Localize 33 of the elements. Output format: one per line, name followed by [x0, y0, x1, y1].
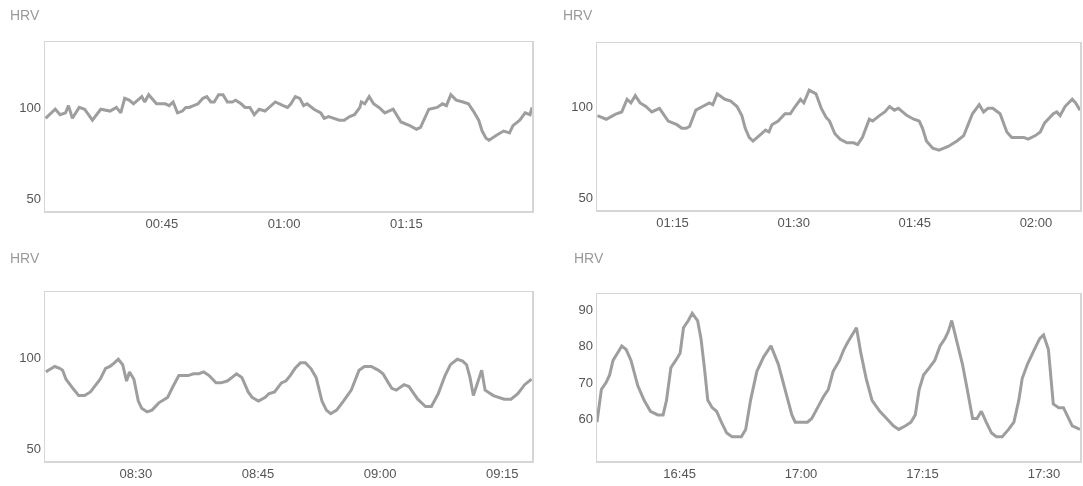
x-tick-label: 02:00	[1019, 215, 1053, 231]
x-tick-label: 08:45	[241, 466, 275, 482]
x-tick-label: 16:45	[663, 466, 696, 482]
y-tick-label: 70	[578, 374, 593, 390]
x-tick-label: 17:30	[1027, 466, 1061, 482]
line-series	[45, 93, 532, 142]
x-tick-label: 01:15	[656, 215, 689, 231]
y-tick-label: 100	[19, 99, 41, 115]
chart-title: HRV	[563, 6, 593, 23]
chart-title: HRV	[574, 249, 604, 266]
x-tick-label: 00:45	[145, 216, 179, 232]
line-series	[597, 88, 1080, 152]
x-tick-label: 09:15	[485, 466, 519, 482]
x-tick-label: 01:45	[898, 215, 932, 231]
y-tick-label: 90	[578, 302, 593, 318]
x-tick-label: 01:30	[777, 215, 810, 231]
x-tick-label: 09:00	[363, 466, 397, 482]
chart-title: HRV	[10, 6, 40, 23]
line-series	[597, 311, 1080, 439]
x-tick-label: 01:00	[267, 216, 301, 232]
y-tick-label: 80	[578, 338, 593, 354]
y-tick-label: 50	[26, 190, 41, 206]
x-tick-label: 17:15	[906, 466, 939, 482]
y-tick-label: 100	[571, 99, 593, 115]
x-tick-label: 08:30	[119, 466, 153, 482]
chart-title: HRV	[10, 249, 40, 266]
y-tick-label: 50	[26, 440, 41, 456]
y-tick-label: 60	[578, 411, 593, 427]
x-tick-label: 01:15	[390, 216, 423, 232]
x-tick-label: 17:00	[784, 466, 818, 482]
y-tick-label: 100	[19, 349, 41, 365]
y-tick-label: 50	[578, 189, 593, 205]
line-series	[45, 357, 532, 416]
